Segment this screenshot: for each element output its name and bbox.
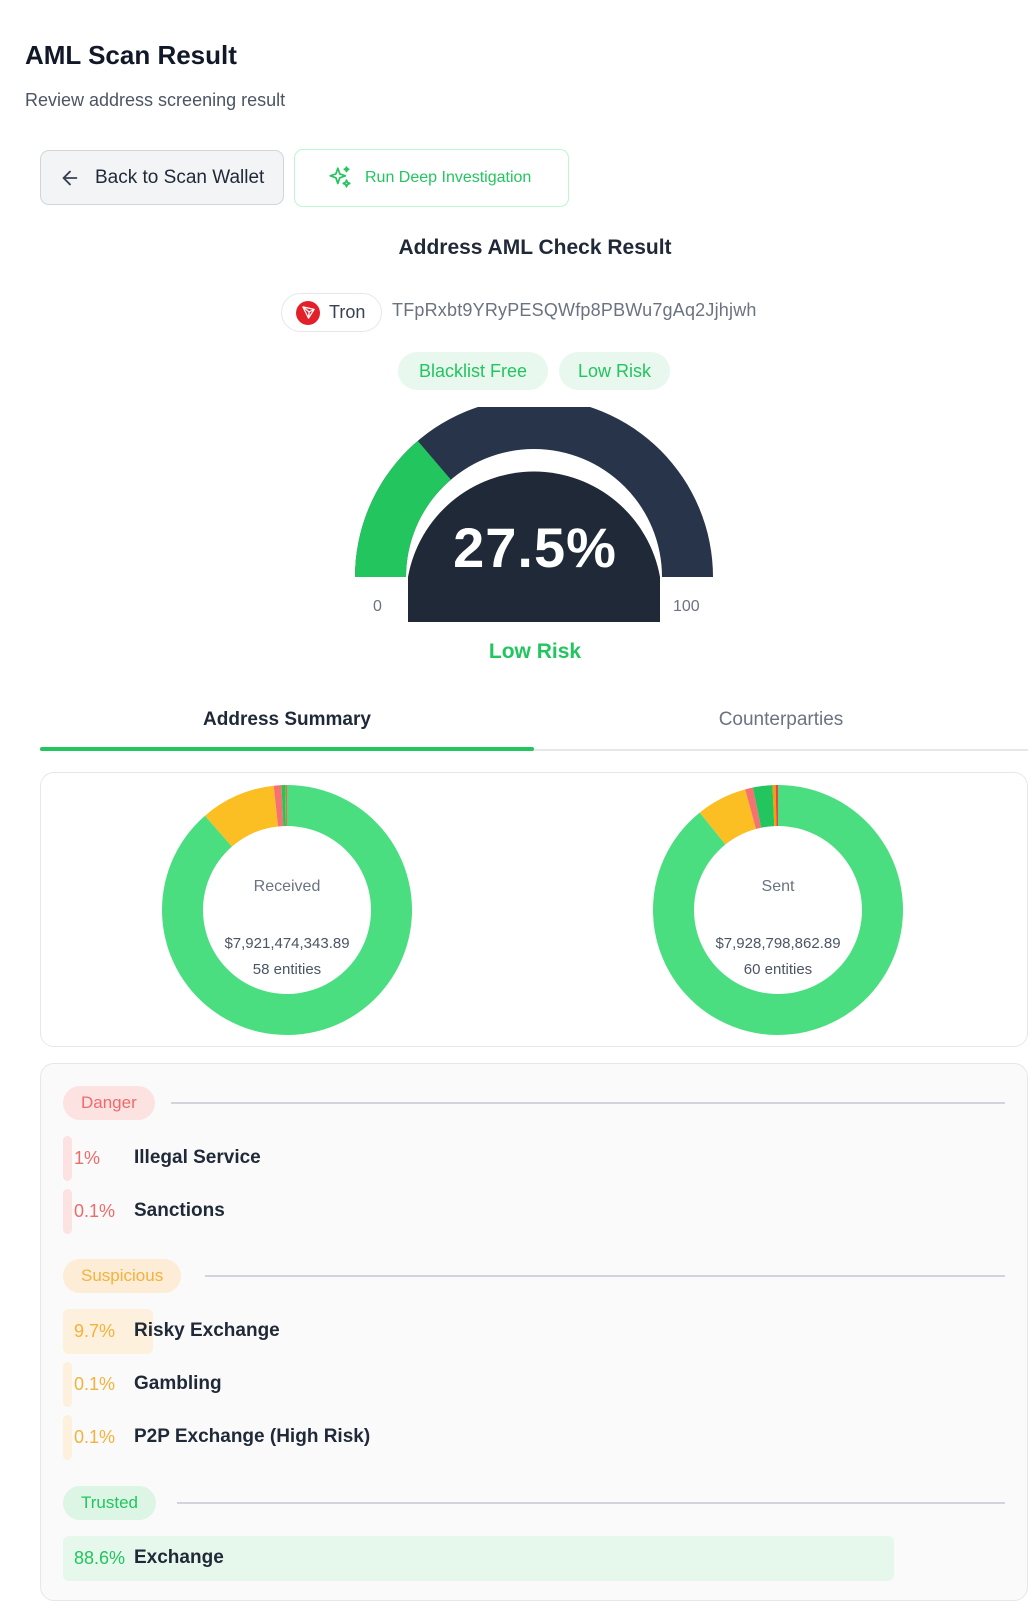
risk-level-badge: Low Risk [559, 352, 670, 390]
result-title: Address AML Check Result [398, 236, 672, 259]
category-row-exchange: 88.6% Exchange [63, 1536, 963, 1581]
sparkles-icon [329, 166, 351, 188]
sent-segment-sanctions [775, 785, 778, 827]
sent-segment-other [752, 785, 775, 828]
risk-level-label: Low Risk [488, 640, 582, 663]
sent-label: Sent [761, 878, 795, 895]
category-bar [63, 1362, 72, 1407]
received-donut: Received $7,921,474,343.89 58 entities [162, 785, 413, 1035]
sent-segment-exchange [653, 785, 903, 1035]
category-label: Gambling [134, 1373, 222, 1394]
sent-segment-risky-exchange [699, 789, 756, 845]
category-row-sanctions: 0.1% Sanctions [63, 1189, 963, 1234]
received-segment-gambling [285, 785, 287, 827]
risk-category-breakdown: Danger 1% Illegal Service 0.1% Sanctions… [40, 1063, 1028, 1601]
category-pct: 0.1% [74, 1427, 116, 1447]
gauge-track [355, 407, 713, 577]
risk-score-value: 27.5% [453, 516, 617, 579]
page-title: AML Scan Result [25, 40, 237, 70]
suspicious-group-label: Suspicious [63, 1259, 182, 1293]
tab-address-summary[interactable]: Address Summary [203, 709, 371, 730]
arrow-left-icon [62, 170, 78, 185]
category-label: Risky Exchange [134, 1320, 280, 1341]
sent-entities: 60 entities [743, 961, 813, 978]
received-segment-other [281, 785, 286, 827]
received-entities: 58 entities [252, 961, 322, 978]
deep-button-label: Run Deep Investigation [365, 169, 532, 186]
gauge-fill [355, 440, 451, 577]
chain-pill: Tron [281, 293, 382, 332]
received-segment-exchange [162, 785, 413, 1035]
group-divider [177, 1502, 1005, 1504]
trusted-group-label: Trusted [63, 1486, 157, 1520]
flow-summary-card: Received $7,921,474,343.89 58 entities S… [40, 772, 1028, 1047]
summary-tabs: Address Summary Counterparties [40, 695, 1028, 751]
page-subtitle: Review address screening result [25, 90, 286, 110]
category-row-p2p-exchange: 0.1% P2P Exchange (High Risk) [63, 1415, 963, 1460]
group-divider [205, 1275, 1005, 1277]
wallet-address: TFpRxbt9YRyPESQWfp8PBWu7gAq2Jjhjwh [392, 300, 757, 320]
sent-donut: Sent $7,928,798,862.89 60 entities [653, 785, 903, 1035]
category-bar [63, 1415, 72, 1460]
sent-segment-illegal-service [745, 787, 762, 829]
category-label: P2P Exchange (High Risk) [134, 1426, 371, 1447]
sent-amount: $7,928,798,862.89 [715, 935, 841, 952]
danger-group-label: Danger [63, 1086, 155, 1120]
category-pct: 0.1% [74, 1201, 116, 1221]
category-bar [63, 1536, 894, 1581]
category-label: Sanctions [134, 1200, 225, 1221]
category-pct: 9.7% [74, 1321, 116, 1341]
blacklist-free-badge: Blacklist Free [398, 352, 548, 390]
category-pct: 88.6% [74, 1548, 126, 1568]
category-label: Exchange [134, 1547, 224, 1568]
category-bar [63, 1309, 153, 1354]
category-label: Illegal Service [134, 1147, 261, 1168]
category-pct: 0.1% [74, 1374, 116, 1394]
group-divider [171, 1102, 1005, 1104]
received-segment-risky-exchange [204, 785, 279, 847]
received-segment-sanctions [286, 785, 287, 827]
sent-segment-gambling [772, 785, 777, 827]
risk-score-gauge [355, 407, 713, 622]
back-to-scan-wallet-button[interactable]: Back to Scan Wallet [40, 150, 284, 205]
gauge-center [408, 471, 660, 622]
run-deep-investigation-button[interactable]: Run Deep Investigation [294, 149, 569, 207]
chain-label: Tron [329, 302, 366, 322]
sent-donut-chart [653, 785, 903, 1035]
category-pct: 1% [74, 1148, 101, 1168]
back-button-label: Back to Scan Wallet [95, 166, 265, 188]
active-tab-indicator [40, 747, 534, 751]
received-segment-illegal-service [273, 785, 284, 827]
category-bar [63, 1189, 72, 1234]
received-label: Received [253, 878, 321, 895]
received-donut-chart [162, 785, 413, 1035]
tab-counterparties[interactable]: Counterparties [718, 709, 844, 730]
gauge-max-label: 100 [673, 598, 700, 615]
category-bar [63, 1136, 72, 1181]
category-row-gambling: 0.1% Gambling [63, 1362, 963, 1407]
category-row-risky-exchange: 9.7% Risky Exchange [63, 1309, 963, 1354]
gauge-min-label: 0 [373, 598, 382, 615]
category-row-illegal-service: 1% Illegal Service [63, 1136, 963, 1181]
tron-icon [296, 300, 320, 325]
received-amount: $7,921,474,343.89 [224, 935, 350, 952]
